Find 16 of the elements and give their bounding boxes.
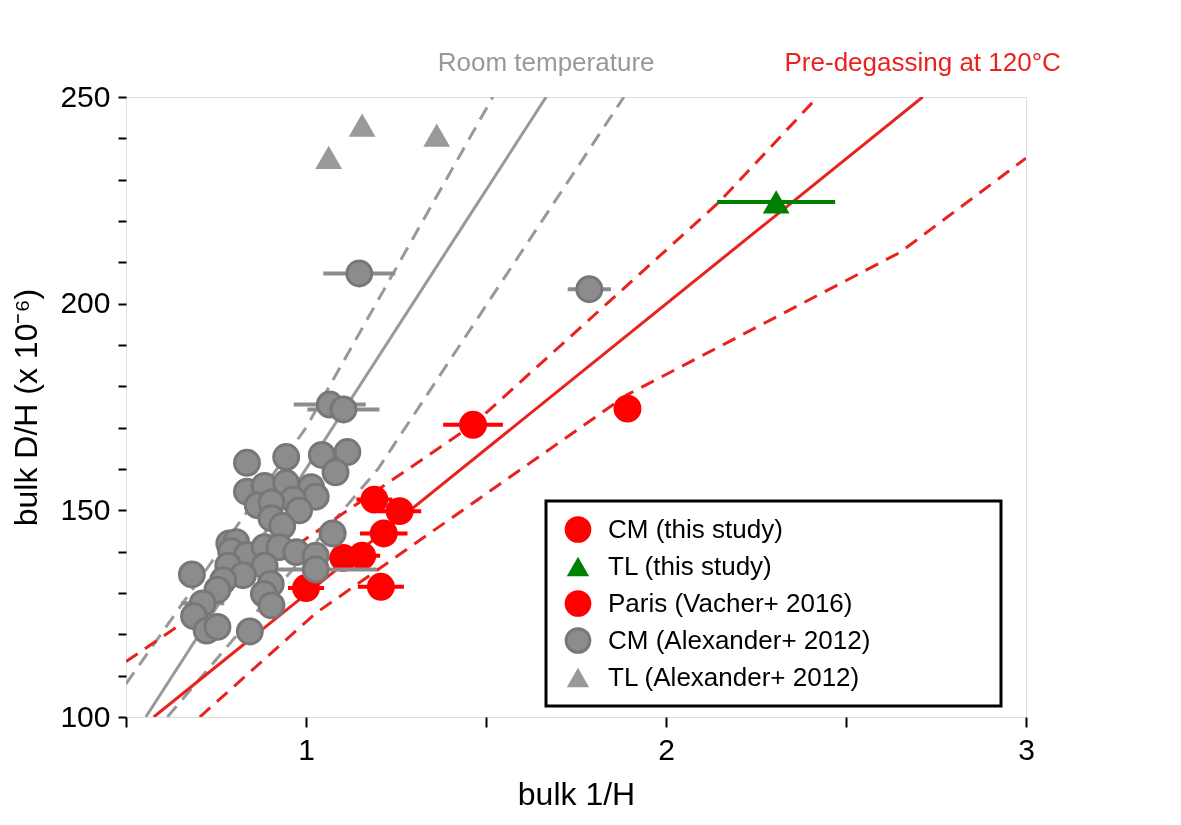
y-tick-label: 250 — [60, 79, 111, 113]
legend-label: CM (Alexander+ 2012) — [608, 624, 871, 655]
series-label: Pre-degassing at 120°C — [784, 47, 1061, 77]
x-tick-label: 3 — [1018, 732, 1035, 766]
y-axis-title: bulk D/H (x 10⁻⁶) — [8, 288, 45, 527]
x-tick-label: 1 — [298, 732, 315, 766]
x-axis-title: bulk 1/H — [517, 775, 636, 812]
legend-label: TL (Alexander+ 2012) — [608, 661, 860, 692]
y-tick-label: 100 — [60, 699, 111, 733]
y-tick-label: 200 — [60, 286, 111, 320]
x-tick-label: 2 — [658, 732, 675, 766]
legend-label: TL (this study) — [608, 550, 772, 581]
y-tick-label: 150 — [60, 492, 111, 526]
series-label: Room temperature — [437, 47, 655, 77]
legend-label: Paris (Vacher+ 2016) — [608, 587, 853, 618]
legend-label: CM (this study) — [608, 513, 783, 544]
